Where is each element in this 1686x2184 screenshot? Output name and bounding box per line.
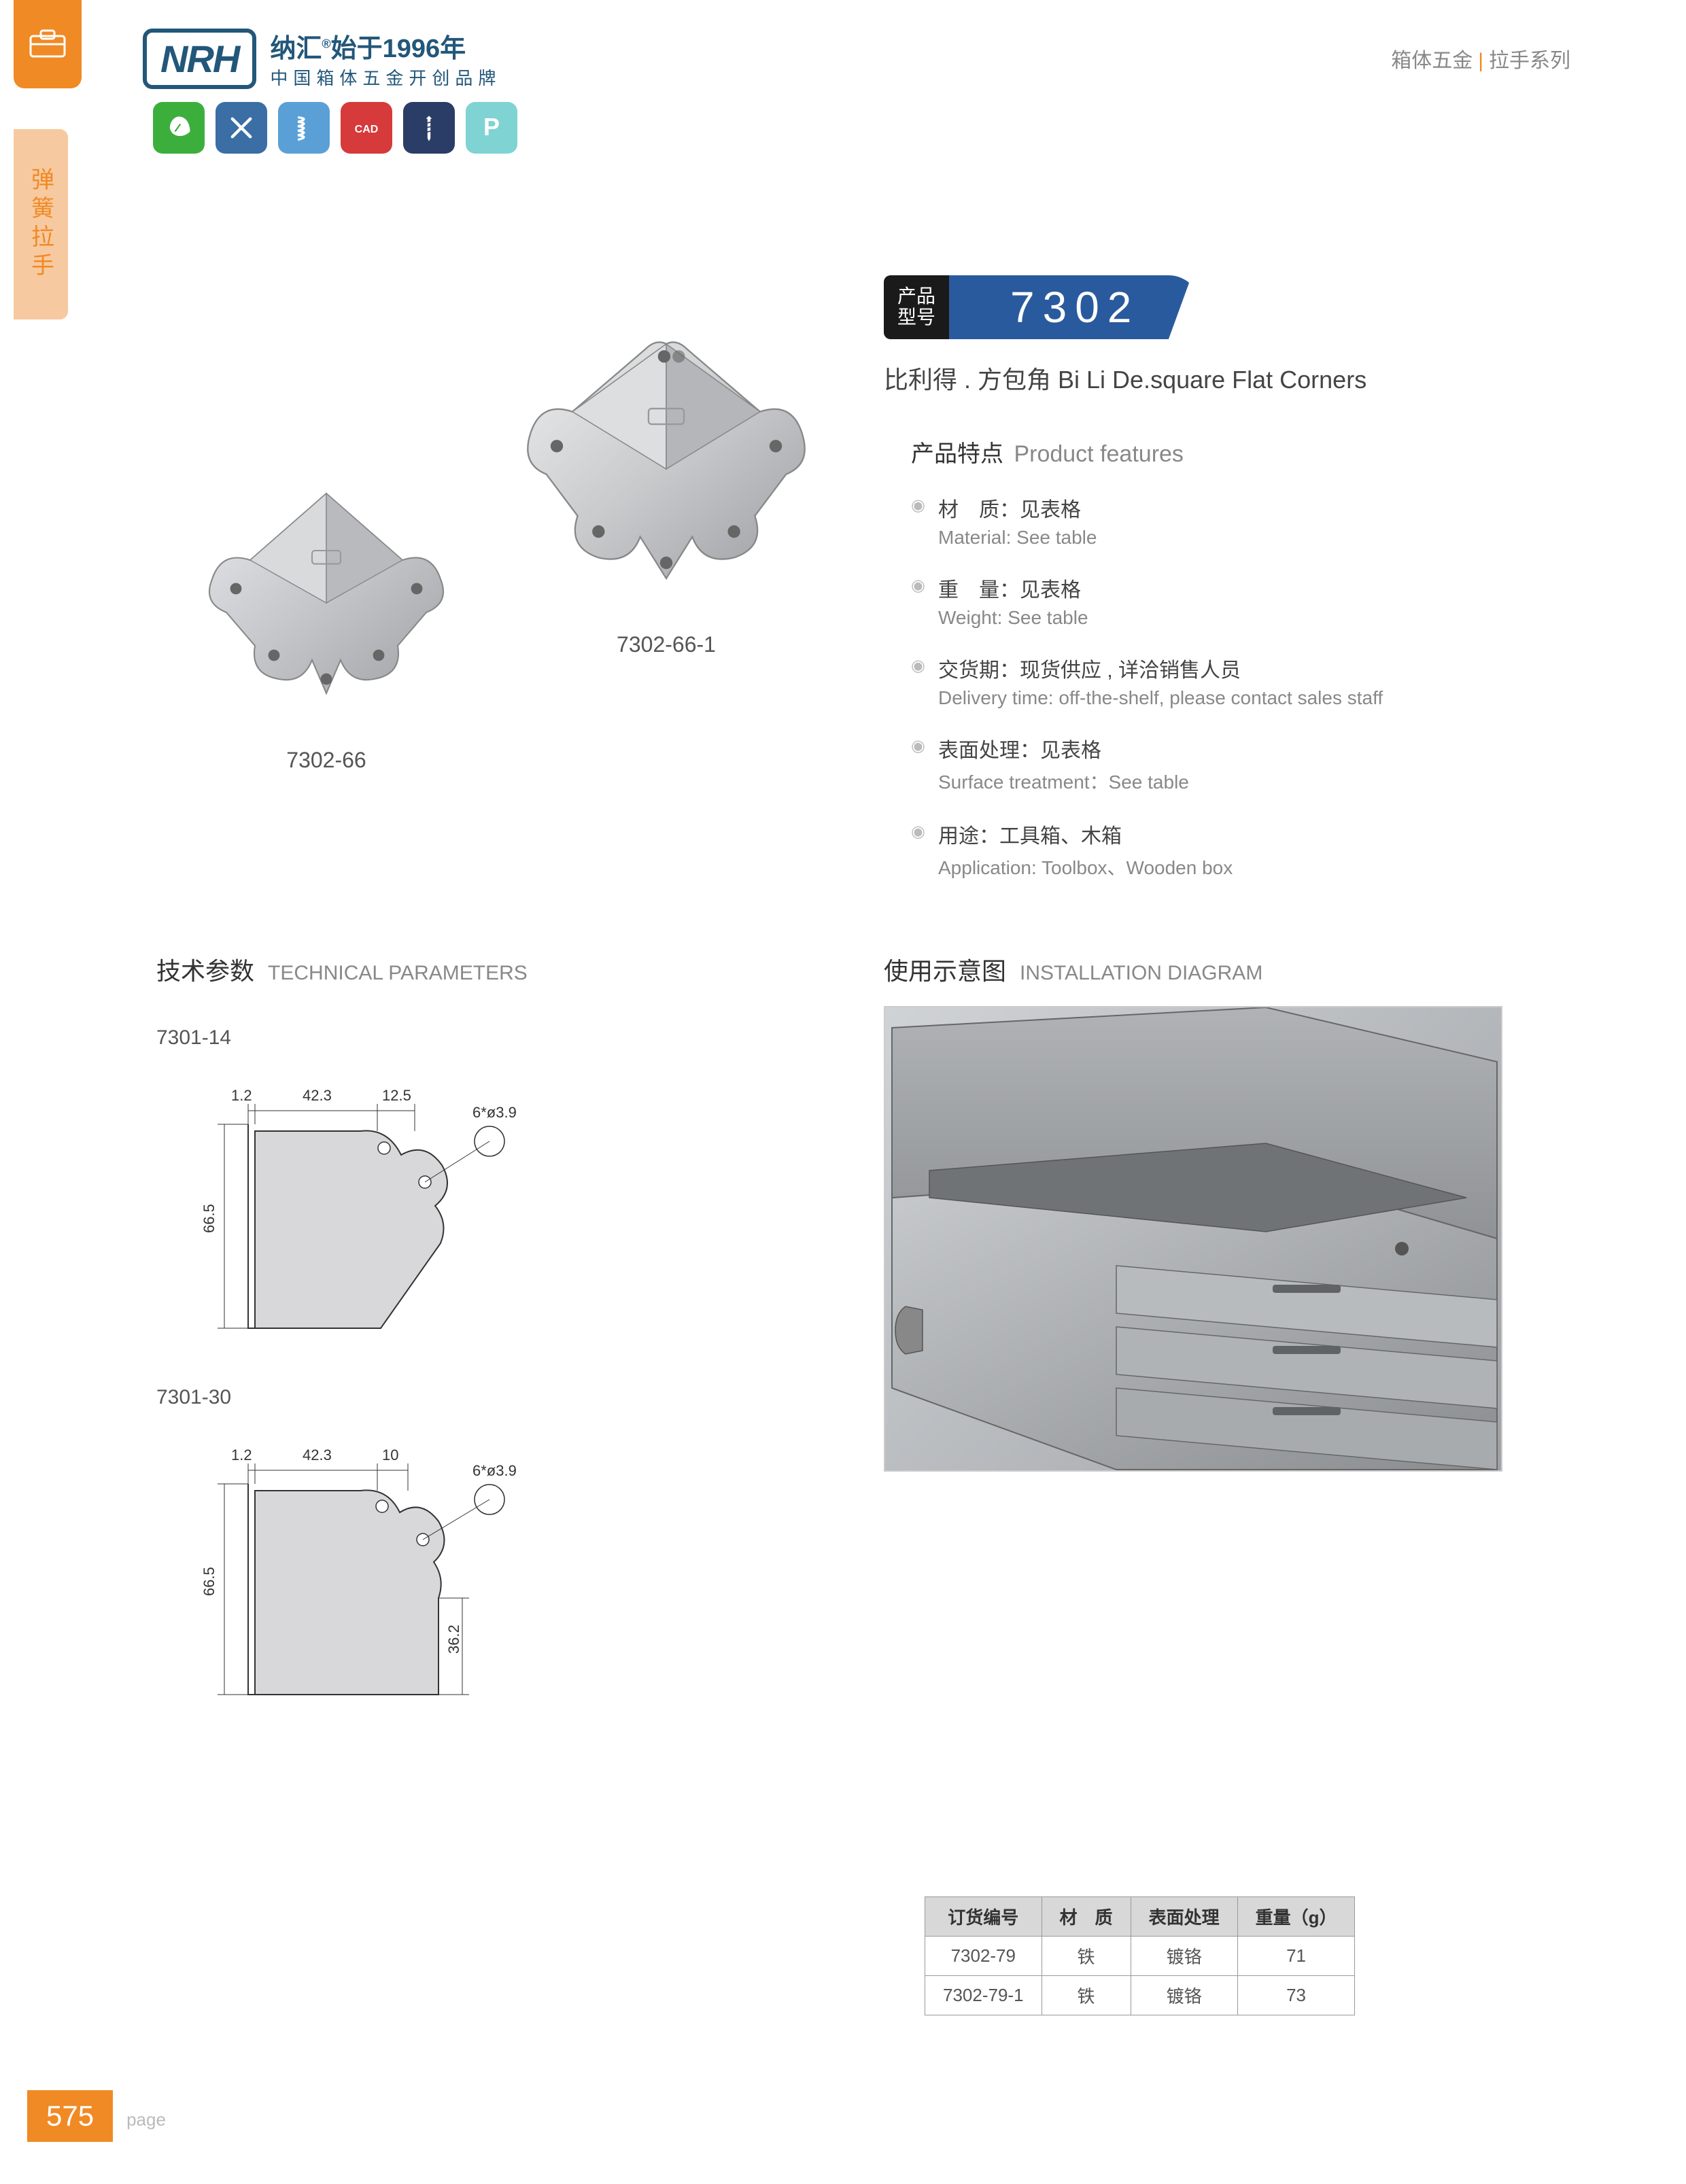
svg-text:1.2: 1.2 <box>231 1446 252 1463</box>
features-block: 产品特点 Product features 材 质：见表格 Material: S… <box>911 435 1523 905</box>
feature-item: 表面处理：见表格 Surface treatment：See table <box>911 733 1523 795</box>
table-header: 重量（g） <box>1237 1897 1355 1937</box>
page-number-value: 575 <box>27 2090 113 2142</box>
tech-header-cn: 技术参数 <box>156 957 254 985</box>
brand-tagline: 中国箱体五金开创品牌 <box>270 65 501 90</box>
features-title-en: Product features <box>1014 441 1183 467</box>
model-number: 7302 <box>949 275 1201 339</box>
svg-text:66.5: 66.5 <box>201 1204 218 1233</box>
page-header: NRH 纳汇®始于1996年 中国箱体五金开创品牌 箱体五金| 拉手系列 <box>143 27 1570 90</box>
brand-since: 始于1996年 <box>331 35 466 63</box>
model-badge: 产品 型号 7302 <box>884 275 1201 339</box>
installation-image <box>884 1006 1502 1472</box>
svg-text:6*ø3.9: 6*ø3.9 <box>472 1104 517 1121</box>
logo-block: NRH 纳汇®始于1996年 中国箱体五金开创品牌 <box>143 27 501 90</box>
tech-header: 技术参数 TECHNICAL PARAMETERS <box>156 952 528 987</box>
feature-item: 交货期：现货供应 , 详洽销售人员 Delivery time: off-the-… <box>911 653 1523 709</box>
feature-item: 重 量：见表格 Weight: See table <box>911 573 1523 629</box>
product-images: 7302-66 7302-66-1 <box>156 245 836 856</box>
brand-line: 纳汇®始于1996年 <box>270 27 501 65</box>
table-cell: 镀铬 <box>1131 1976 1237 2015</box>
feature-en: Surface treatment：See table <box>938 767 1523 795</box>
svg-text:42.3: 42.3 <box>303 1446 332 1463</box>
svg-text:66.5: 66.5 <box>201 1567 218 1596</box>
icon-cad: CAD <box>341 102 392 154</box>
svg-text:42.3: 42.3 <box>303 1087 332 1104</box>
side-badge-icon <box>14 0 82 88</box>
inst-header-cn: 使用示意图 <box>884 957 1006 985</box>
feature-en: Material: See table <box>938 527 1523 549</box>
icon-p: P <box>466 102 517 154</box>
table-cell: 镀铬 <box>1131 1937 1237 1976</box>
icon-spring <box>278 102 330 154</box>
feature-cn: 重 量：见表格 <box>938 573 1523 603</box>
feature-en: Weight: See table <box>938 607 1523 629</box>
tech-diagram-2: 1.2 42.3 10 6*ø3.9 66.5 36.2 <box>156 1423 578 1735</box>
features-title-cn: 产品特点 <box>911 441 1003 467</box>
svg-text:P: P <box>483 113 500 141</box>
table-cell: 71 <box>1237 1937 1355 1976</box>
feature-cn: 用途：工具箱、木箱 <box>938 819 1523 849</box>
icon-tools <box>216 102 267 154</box>
svg-text:12.5: 12.5 <box>382 1087 411 1104</box>
table-cell: 7302-79 <box>925 1937 1042 1976</box>
table-cell: 73 <box>1237 1976 1355 2015</box>
product-label-2: 7302-66-1 <box>510 632 823 657</box>
product-subtitle: 比利得 . 方包角 Bi Li De.square Flat Corners <box>884 360 1366 396</box>
reg-mark: ® <box>322 37 330 50</box>
tech-diagrams: 7301-14 1.2 42.3 12.5 6*ø3.9 66.5 7301-3… <box>156 1006 768 1739</box>
feature-icons: CAD P <box>153 102 517 154</box>
product-img-1: 7302-66 <box>184 455 469 773</box>
table-header: 表面处理 <box>1131 1897 1237 1937</box>
table-row: 7302-79铁镀铬71 <box>925 1937 1355 1976</box>
svg-text:CAD: CAD <box>355 124 379 135</box>
feature-cn: 交货期：现货供应 , 详洽销售人员 <box>938 653 1523 683</box>
product-img-2: 7302-66-1 <box>510 313 823 657</box>
tech-label-2: 7301-30 <box>156 1386 768 1409</box>
feature-cn: 表面处理：见表格 <box>938 733 1523 763</box>
table-cell: 7302-79-1 <box>925 1976 1042 2015</box>
page-number: 575 page <box>27 2090 166 2142</box>
svg-text:36.2: 36.2 <box>445 1625 462 1654</box>
table-row: 7302-79-1铁镀铬73 <box>925 1976 1355 2015</box>
breadcrumb: 箱体五金| 拉手系列 <box>1391 44 1570 73</box>
table-header: 订货编号 <box>925 1897 1042 1937</box>
inst-header: 使用示意图 INSTALLATION DIAGRAM <box>884 952 1262 987</box>
tech-header-en: TECHNICAL PARAMETERS <box>268 962 528 984</box>
feature-cn: 材 质：见表格 <box>938 493 1523 523</box>
page-number-label: page <box>126 2109 166 2130</box>
model-label-1: 产品 <box>897 286 935 307</box>
breadcrumb-right: 拉手系列 <box>1489 50 1570 72</box>
brand-name: 纳汇 <box>270 35 322 63</box>
logo-mark: NRH <box>143 29 256 89</box>
tech-diagram-1: 1.2 42.3 12.5 6*ø3.9 66.5 <box>156 1063 578 1362</box>
icon-screw <box>403 102 455 154</box>
svg-text:1.2: 1.2 <box>231 1087 252 1104</box>
table-cell: 铁 <box>1042 1937 1131 1976</box>
feature-item: 材 质：见表格 Material: See table <box>911 493 1523 549</box>
table-header: 材 质 <box>1042 1897 1131 1937</box>
feature-item: 用途：工具箱、木箱 Application: Toolbox、Wooden box <box>911 819 1523 880</box>
product-label-1: 7302-66 <box>184 748 469 773</box>
feature-en: Application: Toolbox、Wooden box <box>938 853 1523 880</box>
table-cell: 铁 <box>1042 1976 1131 2015</box>
model-label: 产品 型号 <box>884 275 949 339</box>
features-title: 产品特点 Product features <box>911 435 1523 468</box>
spec-table: 订货编号材 质表面处理重量（g） 7302-79铁镀铬717302-79-1铁镀… <box>925 1896 1355 2015</box>
tech-label-1: 7301-14 <box>156 1026 768 1050</box>
svg-text:10: 10 <box>382 1446 398 1463</box>
icon-leaf <box>153 102 205 154</box>
breadcrumb-left: 箱体五金 <box>1391 50 1473 72</box>
side-tab: 弹簧拉手 <box>14 129 68 319</box>
breadcrumb-sep: | <box>1478 50 1483 72</box>
model-label-2: 型号 <box>897 307 935 328</box>
svg-text:6*ø3.9: 6*ø3.9 <box>472 1462 517 1479</box>
inst-header-en: INSTALLATION DIAGRAM <box>1020 962 1262 984</box>
feature-en: Delivery time: off-the-shelf, please con… <box>938 687 1523 709</box>
